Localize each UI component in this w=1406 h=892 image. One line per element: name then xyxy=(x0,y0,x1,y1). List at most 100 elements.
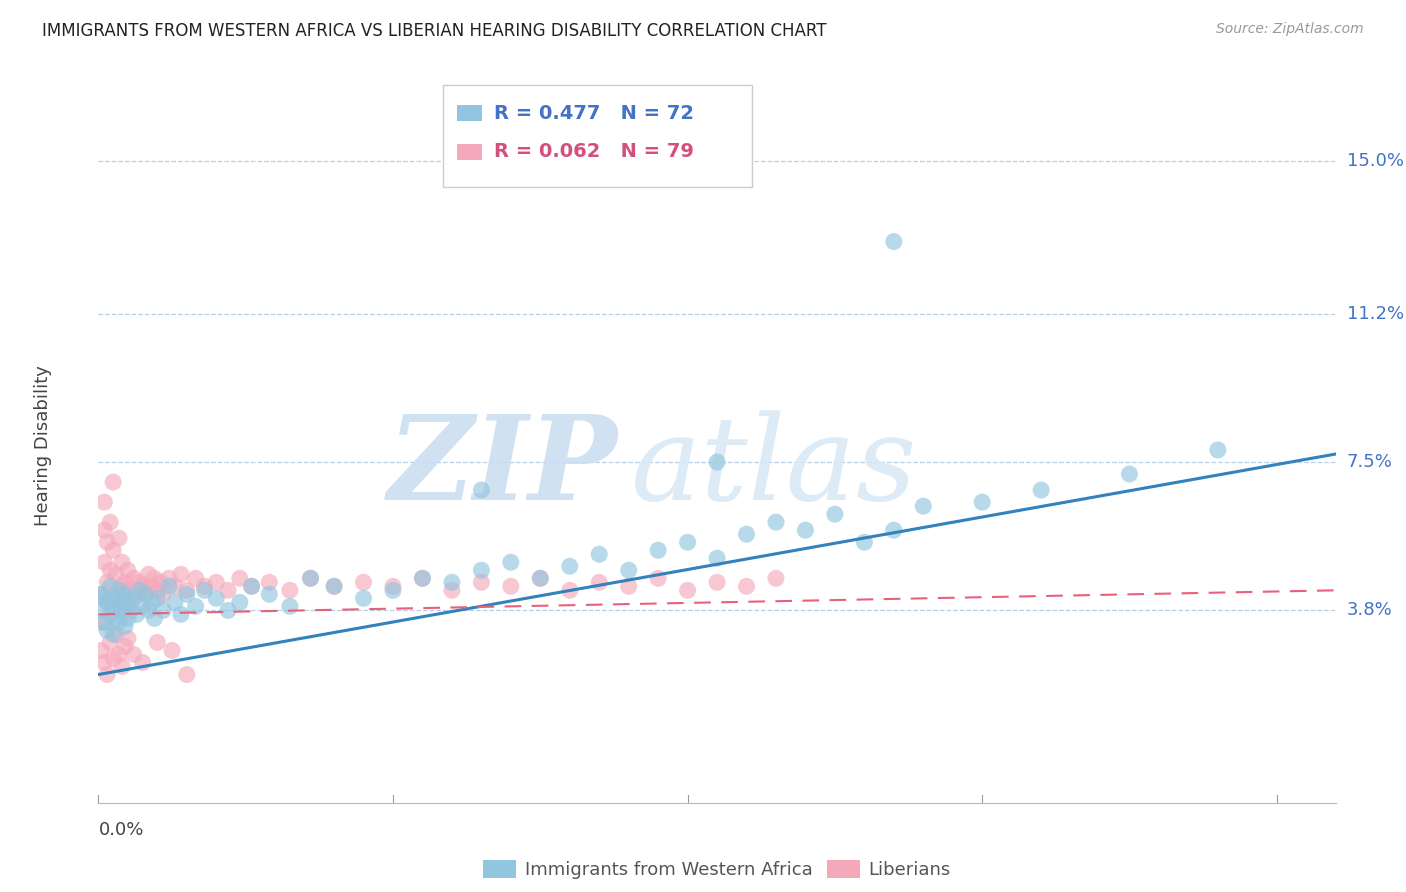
Point xyxy=(143,611,166,625)
Point xyxy=(676,583,699,598)
Point xyxy=(114,640,136,654)
Point xyxy=(229,571,252,585)
Point xyxy=(149,575,172,590)
Point xyxy=(382,583,405,598)
Point xyxy=(676,535,699,549)
Point xyxy=(588,575,610,590)
Point xyxy=(111,579,134,593)
Text: R = 0.477   N = 72: R = 0.477 N = 72 xyxy=(494,103,693,123)
Point xyxy=(122,591,145,606)
Point xyxy=(217,583,239,598)
Point xyxy=(617,579,640,593)
Point xyxy=(135,587,157,601)
Point xyxy=(117,611,139,625)
Point xyxy=(382,579,405,593)
Point xyxy=(105,611,128,625)
Text: 3.8%: 3.8% xyxy=(1347,601,1392,619)
Point xyxy=(114,619,136,633)
Point xyxy=(176,583,198,598)
Point xyxy=(972,495,994,509)
Point xyxy=(101,543,124,558)
Text: 7.5%: 7.5% xyxy=(1347,453,1393,471)
Text: atlas: atlas xyxy=(630,410,917,524)
Point xyxy=(883,523,905,537)
Point xyxy=(122,648,145,662)
Point xyxy=(101,627,124,641)
Point xyxy=(114,587,136,601)
Point xyxy=(120,603,142,617)
Point xyxy=(138,603,160,617)
Point xyxy=(96,624,118,638)
Point xyxy=(90,603,112,617)
Point xyxy=(125,607,148,622)
Point xyxy=(588,547,610,561)
Point xyxy=(157,571,180,585)
Point xyxy=(470,563,492,577)
Point xyxy=(647,543,669,558)
Point xyxy=(131,579,153,593)
Point xyxy=(135,583,157,598)
Point xyxy=(146,583,169,598)
Point xyxy=(152,587,174,601)
Point xyxy=(176,667,198,681)
Point xyxy=(163,579,186,593)
Point xyxy=(883,235,905,249)
Point xyxy=(108,583,131,598)
Point xyxy=(323,579,346,593)
Point xyxy=(101,475,124,489)
Point xyxy=(93,615,115,630)
Point xyxy=(146,635,169,649)
Point xyxy=(141,595,163,609)
Point xyxy=(160,643,183,657)
Text: 15.0%: 15.0% xyxy=(1347,153,1403,170)
Point xyxy=(205,575,228,590)
Point xyxy=(240,579,263,593)
Point xyxy=(90,587,112,601)
Point xyxy=(470,575,492,590)
Point xyxy=(706,575,728,590)
Point xyxy=(117,583,139,598)
Point xyxy=(90,587,112,601)
Point xyxy=(278,583,301,598)
Point xyxy=(131,656,153,670)
Point xyxy=(706,551,728,566)
Text: 11.2%: 11.2% xyxy=(1347,305,1405,323)
Point xyxy=(131,599,153,614)
Point xyxy=(558,583,581,598)
Point xyxy=(114,603,136,617)
Point xyxy=(229,595,252,609)
Text: IMMIGRANTS FROM WESTERN AFRICA VS LIBERIAN HEARING DISABILITY CORRELATION CHART: IMMIGRANTS FROM WESTERN AFRICA VS LIBERI… xyxy=(42,22,827,40)
Point xyxy=(111,595,134,609)
Point xyxy=(1118,467,1140,481)
Point xyxy=(101,603,124,617)
Point xyxy=(647,571,669,585)
Point xyxy=(143,571,166,585)
Point xyxy=(157,579,180,593)
Point xyxy=(96,667,118,681)
Point xyxy=(93,591,115,606)
Point xyxy=(259,587,281,601)
Point xyxy=(98,563,121,577)
Point xyxy=(108,595,131,609)
Point xyxy=(105,591,128,606)
Point xyxy=(470,483,492,497)
Point xyxy=(912,499,935,513)
Point xyxy=(411,571,433,585)
Point xyxy=(117,632,139,646)
Point xyxy=(184,599,207,614)
Point xyxy=(98,515,121,529)
Point xyxy=(765,515,787,529)
Point xyxy=(735,527,758,541)
Point xyxy=(853,535,876,549)
Text: 0.0%: 0.0% xyxy=(98,821,143,838)
Point xyxy=(98,607,121,622)
Point xyxy=(184,571,207,585)
Point xyxy=(824,507,846,521)
Point xyxy=(93,523,115,537)
Point xyxy=(278,599,301,614)
Point xyxy=(96,595,118,609)
Point xyxy=(111,659,134,673)
Point xyxy=(128,583,150,598)
Point xyxy=(440,583,463,598)
Point xyxy=(108,531,131,545)
